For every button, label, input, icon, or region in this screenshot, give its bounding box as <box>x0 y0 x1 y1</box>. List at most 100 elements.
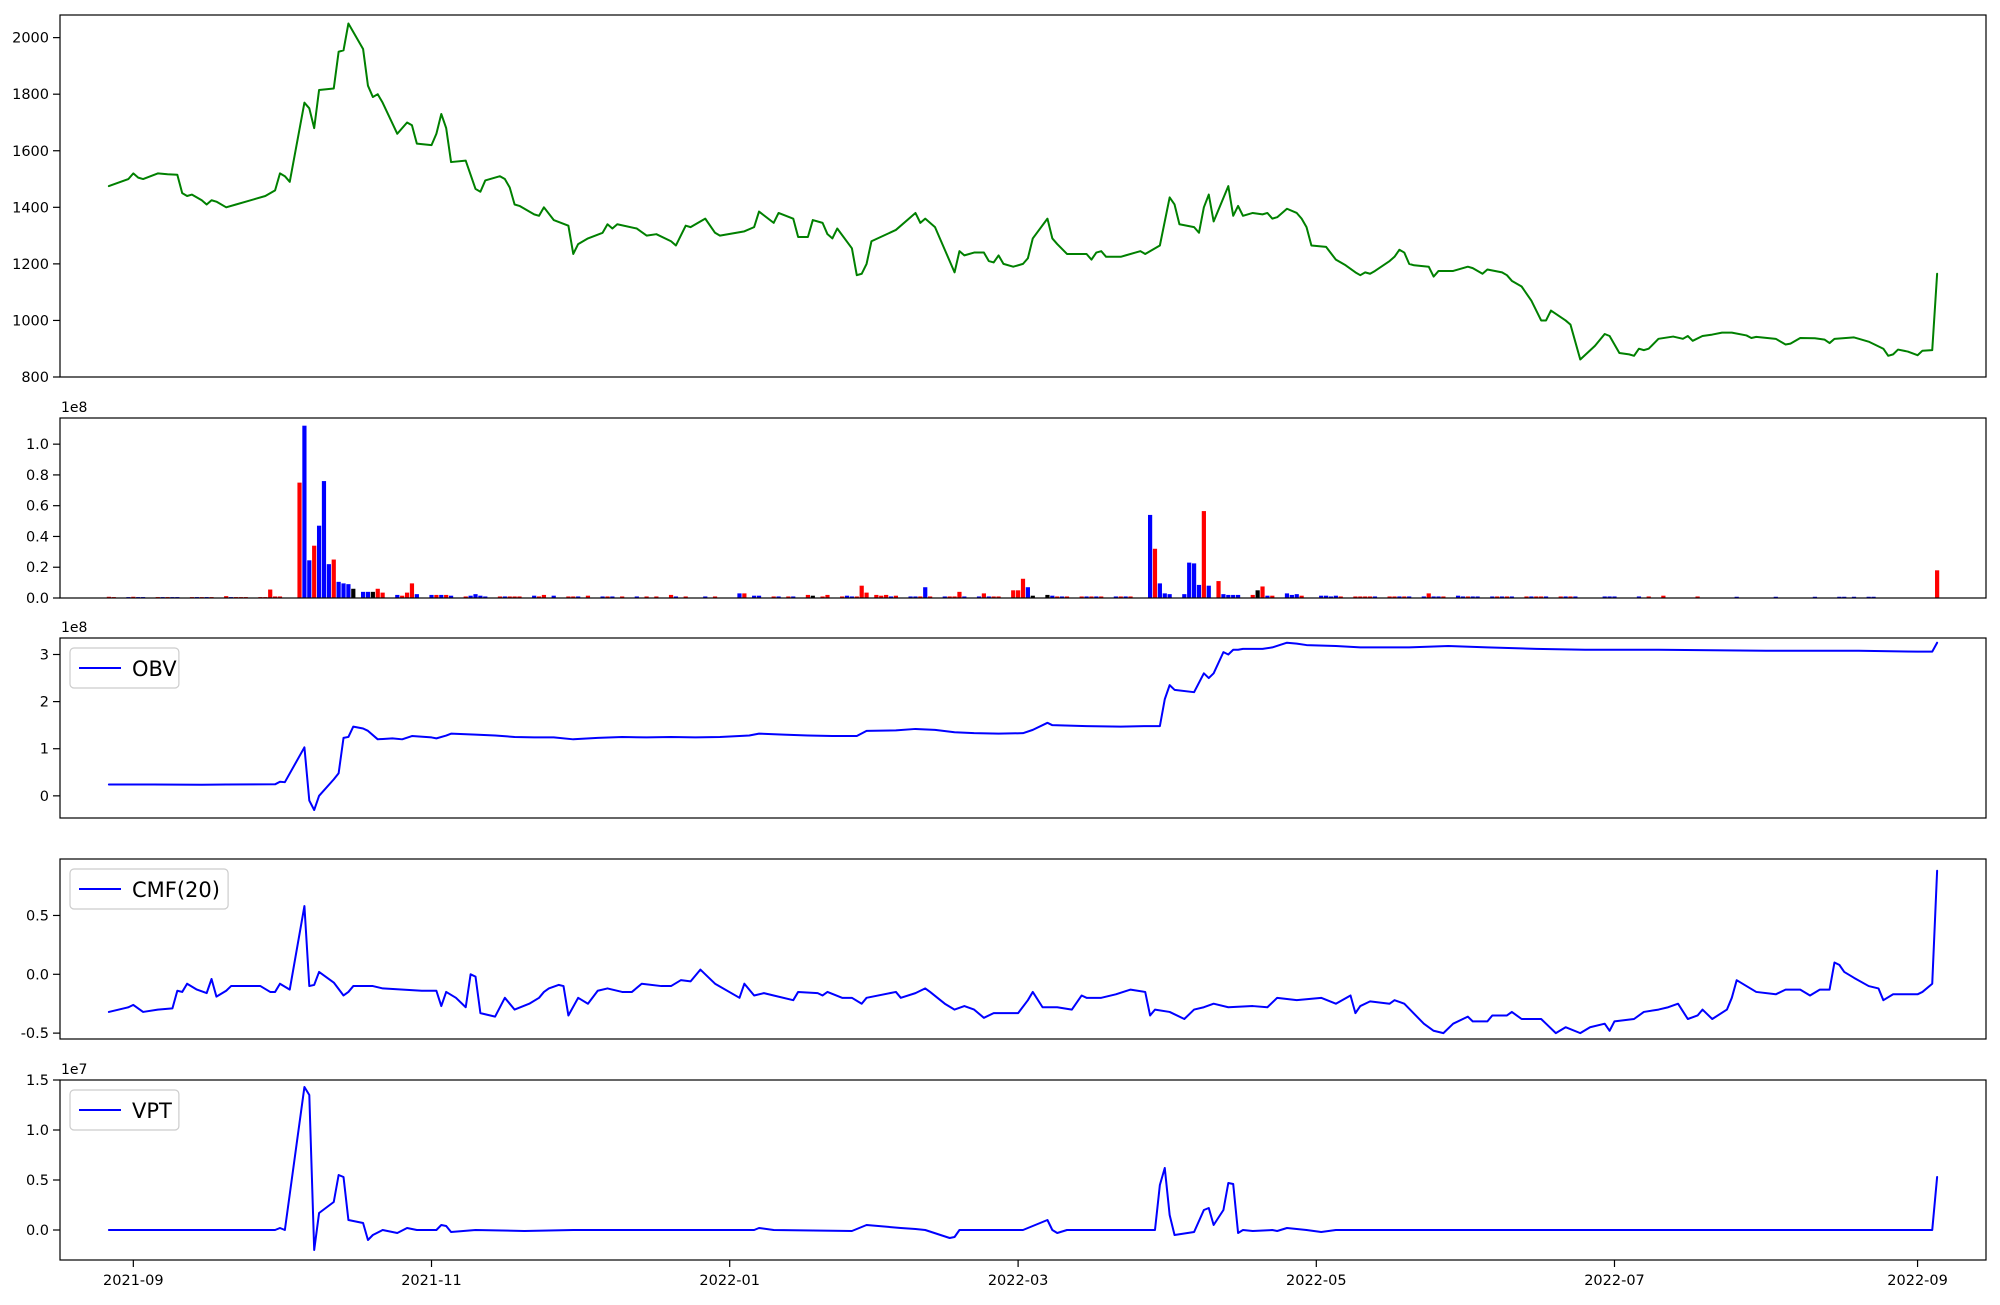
volume-bar <box>478 595 483 598</box>
volume-bar <box>1773 596 1778 598</box>
volume-bar <box>820 596 825 598</box>
volume-bar <box>957 591 962 598</box>
volume-bar <box>918 596 923 598</box>
plot-area-vpt <box>107 1086 1939 1251</box>
legend-cmf: CMF(20) <box>69 868 229 910</box>
legend-label: CMF(20) <box>132 878 220 902</box>
volume-bar <box>536 596 542 598</box>
y-tick-label: 0.6 <box>26 499 49 515</box>
volume-bar <box>1407 596 1412 598</box>
volume-bar <box>532 595 537 598</box>
y-tick-label: 0.5 <box>26 908 49 924</box>
y-tick-label: 0.0 <box>26 967 49 983</box>
volume-bar <box>673 596 679 598</box>
volume-bar <box>468 595 473 598</box>
volume-bar <box>400 595 405 598</box>
plot-area-obv <box>107 641 1939 811</box>
series-line-vpt <box>107 1086 1939 1251</box>
legend-obv: OBV <box>69 647 180 689</box>
volume-bar <box>703 596 708 598</box>
volume-bar <box>1016 590 1021 598</box>
volume-bar <box>1260 586 1265 598</box>
panel-price: 800 1000 1200 1400 1600 1800 2000 <box>12 14 1987 386</box>
y-tick-label: -0.5 <box>21 1026 49 1042</box>
volume-bar <box>1470 596 1475 598</box>
volume-bar <box>448 595 454 598</box>
volume-bar <box>463 596 468 598</box>
volume-bar <box>996 596 1001 598</box>
volume-bar <box>346 584 351 598</box>
volume-bar <box>380 592 385 598</box>
volume-bar <box>444 594 449 598</box>
legend-label: OBV <box>132 657 177 681</box>
volume-bar <box>268 589 273 598</box>
plot-area-cmf <box>107 869 1939 1035</box>
volume-bar <box>1319 595 1324 598</box>
volume-bar <box>1191 563 1197 598</box>
volume-bar <box>1299 595 1304 598</box>
volume-bar <box>1118 596 1123 598</box>
volume-bar <box>1020 578 1026 598</box>
panel-obv: 0 1 2 3 1e8 OBV <box>40 620 1987 819</box>
volume-bar <box>1123 596 1128 598</box>
volume-bar <box>1333 595 1338 598</box>
volume-bar <box>1421 596 1426 598</box>
axes-frame <box>59 14 1987 378</box>
volume-bar <box>370 591 375 598</box>
volume-bar <box>1182 594 1187 598</box>
volume-bar <box>341 583 346 598</box>
volume-bar <box>668 594 674 598</box>
volume-bar <box>1084 596 1089 598</box>
volume-bar <box>576 596 581 598</box>
volume-bar <box>1353 596 1358 598</box>
volume-bar <box>497 596 503 598</box>
volume-bar <box>297 482 302 598</box>
volume-bar <box>1734 596 1739 598</box>
plot-area-volume <box>106 425 1940 598</box>
volume-bar <box>365 591 371 598</box>
volume-bar <box>952 596 957 598</box>
y-tick-label: 1 <box>40 742 49 758</box>
legend-box <box>69 868 229 910</box>
volume-bar <box>566 596 571 598</box>
volume-bar <box>1837 596 1842 598</box>
volume-bar <box>1426 593 1431 598</box>
volume-bar <box>1055 596 1060 598</box>
volume-bar <box>1372 596 1378 598</box>
volume-bar <box>610 596 615 598</box>
volume-bar <box>1402 596 1407 598</box>
volume-bar <box>1328 596 1334 598</box>
volume-bar <box>923 587 928 598</box>
volume-bar <box>585 595 591 598</box>
volume-bar <box>1871 596 1876 598</box>
volume-bar <box>942 596 947 598</box>
y-tick-label: 1.0 <box>26 437 49 453</box>
y-tick-label: 0.0 <box>26 591 49 607</box>
volume-bar <box>976 596 982 598</box>
x-tick-label: 2022-05 <box>1286 1273 1347 1289</box>
volume-bar <box>1338 596 1343 598</box>
volume-bar <box>644 596 649 598</box>
axis-exponent-label: 1e8 <box>61 400 87 416</box>
volume-bar <box>879 595 884 598</box>
volume-bar <box>1128 596 1133 598</box>
volume-bar <box>395 594 400 598</box>
volume-bar <box>434 594 439 598</box>
y-tick-label: 1400 <box>12 200 49 216</box>
axes-frame <box>59 637 1987 819</box>
volume-bar <box>277 596 283 598</box>
volume-bar <box>1152 548 1158 598</box>
x-tick-label: 2022-07 <box>1584 1273 1645 1289</box>
legend-box <box>69 647 180 689</box>
volume-bar <box>1568 596 1573 598</box>
series-line-cmf <box>107 869 1939 1035</box>
volume-bar <box>1465 596 1470 598</box>
volume-bar <box>1011 590 1016 598</box>
x-tick-label: 2021-09 <box>103 1273 164 1289</box>
volume-bar <box>654 596 659 598</box>
volume-bar <box>1495 596 1500 598</box>
y-tick-label: 1600 <box>12 144 49 160</box>
volume-bar <box>1573 596 1578 598</box>
volume-bar <box>1436 596 1441 598</box>
volume-bar <box>605 596 610 598</box>
